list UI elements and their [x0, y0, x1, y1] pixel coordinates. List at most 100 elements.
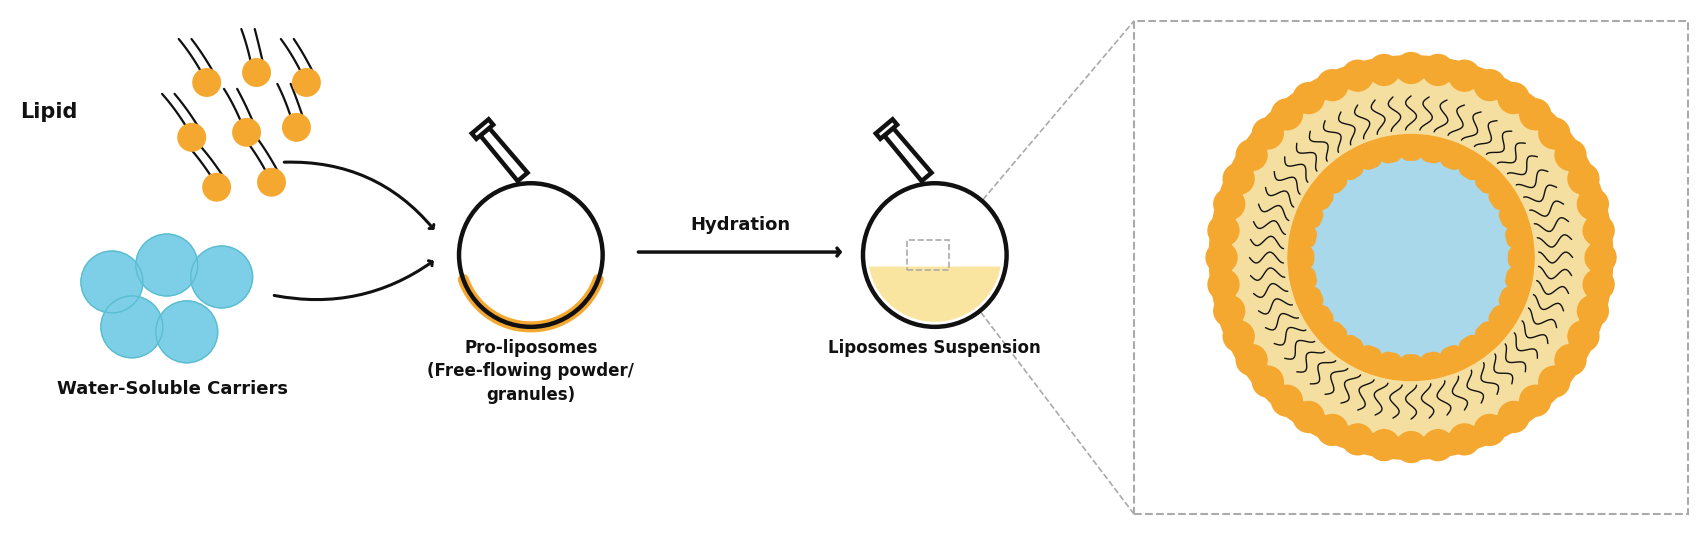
Bar: [906, 240, 947, 270]
Circle shape: [1292, 82, 1325, 114]
Polygon shape: [471, 119, 493, 139]
Circle shape: [256, 168, 285, 197]
Circle shape: [1251, 366, 1284, 398]
Circle shape: [1504, 265, 1531, 293]
Circle shape: [191, 246, 253, 308]
Circle shape: [1419, 351, 1446, 379]
Circle shape: [1567, 320, 1599, 352]
Circle shape: [1302, 150, 1518, 365]
Circle shape: [1582, 214, 1613, 246]
Circle shape: [201, 173, 230, 202]
Circle shape: [1475, 166, 1502, 194]
Circle shape: [1396, 353, 1424, 381]
Circle shape: [1340, 423, 1372, 455]
Polygon shape: [884, 128, 930, 181]
Circle shape: [1584, 241, 1617, 274]
Circle shape: [1316, 69, 1349, 101]
Circle shape: [1207, 268, 1239, 301]
Circle shape: [1306, 304, 1333, 332]
Circle shape: [1487, 304, 1516, 332]
Circle shape: [1270, 98, 1302, 130]
Circle shape: [1376, 351, 1403, 379]
Circle shape: [862, 183, 1005, 327]
Circle shape: [1306, 183, 1333, 211]
Circle shape: [459, 183, 603, 327]
Circle shape: [1473, 413, 1506, 446]
Circle shape: [155, 301, 217, 363]
Circle shape: [1538, 366, 1569, 398]
Polygon shape: [480, 128, 527, 181]
Text: Lipid: Lipid: [20, 103, 77, 122]
Circle shape: [1205, 241, 1238, 274]
Circle shape: [1448, 60, 1480, 92]
Circle shape: [1506, 244, 1533, 271]
Circle shape: [1367, 429, 1400, 461]
Circle shape: [1212, 188, 1244, 220]
Circle shape: [1458, 153, 1485, 180]
Circle shape: [1367, 54, 1400, 86]
Circle shape: [1292, 401, 1325, 433]
Circle shape: [1320, 166, 1347, 194]
Circle shape: [1576, 188, 1608, 220]
Circle shape: [1316, 413, 1349, 446]
Circle shape: [1458, 335, 1485, 362]
Circle shape: [1355, 345, 1383, 373]
Circle shape: [1222, 320, 1255, 352]
Circle shape: [1473, 69, 1506, 101]
Circle shape: [1355, 142, 1383, 170]
Circle shape: [1289, 265, 1316, 293]
Circle shape: [232, 118, 261, 147]
Circle shape: [193, 68, 220, 97]
Circle shape: [1420, 429, 1453, 461]
Circle shape: [1209, 55, 1613, 460]
Circle shape: [1582, 268, 1613, 301]
Circle shape: [1497, 286, 1526, 313]
Text: Pro-liposomes
(Free-flowing powder/
granules): Pro-liposomes (Free-flowing powder/ gran…: [427, 339, 633, 404]
Circle shape: [1497, 82, 1529, 114]
Circle shape: [1419, 136, 1446, 164]
Circle shape: [1475, 321, 1502, 349]
Circle shape: [1497, 202, 1526, 229]
Polygon shape: [480, 128, 527, 181]
Circle shape: [178, 123, 207, 152]
Circle shape: [1335, 335, 1364, 362]
Circle shape: [1234, 344, 1267, 376]
Circle shape: [1504, 222, 1531, 250]
Text: Liposomes Suspension: Liposomes Suspension: [828, 339, 1041, 357]
Circle shape: [1296, 202, 1323, 229]
Circle shape: [1518, 384, 1550, 417]
Circle shape: [1538, 117, 1569, 150]
Circle shape: [282, 113, 311, 142]
Circle shape: [80, 251, 143, 313]
Circle shape: [1448, 423, 1480, 455]
Circle shape: [1340, 60, 1372, 92]
Circle shape: [1234, 139, 1267, 171]
Circle shape: [1396, 134, 1424, 162]
Circle shape: [1296, 286, 1323, 313]
Circle shape: [137, 234, 198, 296]
Circle shape: [1212, 295, 1244, 327]
Polygon shape: [869, 266, 1000, 322]
Circle shape: [1251, 117, 1284, 150]
Circle shape: [1576, 295, 1608, 327]
Circle shape: [1231, 78, 1589, 437]
Bar: [1133, 20, 1687, 514]
Circle shape: [1287, 134, 1535, 381]
Circle shape: [1270, 384, 1302, 417]
Text: Water-Soluble Carriers: Water-Soluble Carriers: [56, 380, 288, 398]
Circle shape: [1314, 161, 1507, 354]
Circle shape: [1207, 214, 1239, 246]
Text: Hydration: Hydration: [690, 216, 790, 234]
Circle shape: [242, 58, 271, 87]
Circle shape: [1567, 163, 1599, 195]
Circle shape: [1553, 139, 1586, 171]
Circle shape: [1553, 344, 1586, 376]
Circle shape: [1335, 153, 1364, 180]
Circle shape: [1395, 431, 1427, 463]
Circle shape: [101, 296, 162, 358]
Circle shape: [1518, 98, 1550, 130]
Circle shape: [1439, 345, 1466, 373]
Circle shape: [1420, 54, 1453, 86]
Circle shape: [1376, 136, 1403, 164]
Circle shape: [1487, 183, 1516, 211]
